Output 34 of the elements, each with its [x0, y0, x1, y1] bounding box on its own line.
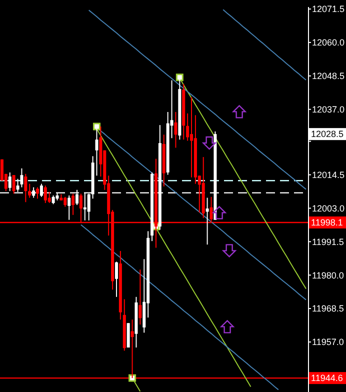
candlestick	[68, 194, 71, 220]
y-tick-label: 12048.5	[312, 71, 345, 82]
candlestick	[20, 168, 24, 188]
y-tick-label: 12037.0	[312, 104, 345, 115]
y-tick-label: 11980.0	[312, 270, 344, 280]
candlestick	[190, 96, 194, 178]
line-series	[222, 9, 307, 80]
candlestick	[48, 191, 51, 204]
candlestick	[130, 319, 134, 379]
y-tick-label: 11991.5	[312, 236, 344, 247]
y-tick-label: 12060.0	[312, 38, 345, 48]
line-series	[88, 10, 307, 190]
candlestick	[8, 172, 12, 192]
candlestick	[114, 261, 118, 298]
ref-line-label: 11944.6	[311, 373, 343, 384]
candlestick	[138, 269, 142, 326]
candlestick	[64, 196, 67, 208]
y-tick-label: 12014.5	[312, 170, 345, 180]
candlestick	[12, 174, 16, 194]
y-tick-label: 12071.5	[312, 4, 345, 14]
candlestick	[24, 173, 28, 203]
y-tick-label: 11968.5	[312, 304, 344, 314]
y-tick-label: 12003.0	[312, 203, 345, 214]
ref-line-label: 11998.1	[311, 218, 343, 228]
candlestick	[186, 112, 190, 142]
line-series	[80, 224, 279, 390]
candlestick	[28, 183, 32, 198]
annotation: 12028.5	[311, 129, 344, 140]
candlestick	[72, 193, 75, 216]
candlestick	[206, 197, 209, 246]
candlestick	[36, 186, 40, 200]
y-tick-label: 11957.0	[312, 337, 344, 348]
candlestick	[44, 185, 47, 204]
candlestick	[174, 111, 178, 148]
